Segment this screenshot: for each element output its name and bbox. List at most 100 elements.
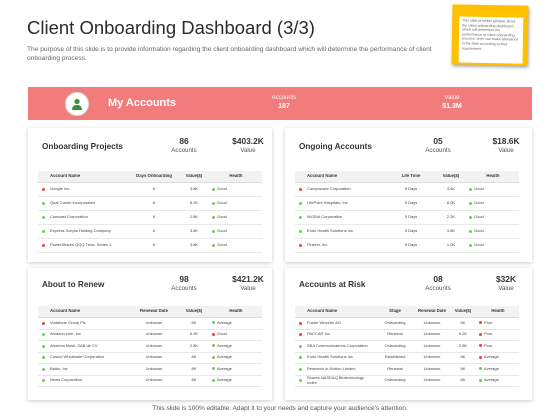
column-header[interactable]: Stage [389,309,401,314]
health-status: Good [467,215,519,220]
table-row[interactable]: NVIDIA Corporation 5 Days 2.2K Good [295,211,519,225]
status-dot-icon [295,188,305,191]
health-label: Good [217,187,227,192]
status-dot [298,216,302,219]
table-row[interactable]: Google Inc. 6 3.8K Good [38,183,262,197]
health-dot-icon [212,215,215,219]
table-row[interactable]: Baidu, Inc Unknown 8K Average [38,364,262,376]
account-name: LifePoint Hospitals, Inc [307,201,348,206]
column-header[interactable]: Value($) [442,174,460,179]
account-name: Baidu, Inc [50,366,68,371]
table-cell: 8.2K [189,201,199,206]
health-dot-icon [212,201,215,205]
account-name: Amazon.com, Inc [50,332,81,337]
table-cell: Unknown [423,320,441,325]
status-dot-icon [295,379,305,383]
my-accounts-banner [28,87,532,120]
table-row[interactable]: Amazon.com, Inc Unknown 6.2K Good [38,330,262,341]
table-row[interactable]: Qual Comm Incorporated 6 8.2K Good [38,197,262,211]
table-row[interactable]: Shares NASDAQ Biotechnology Index Onboard… [295,376,519,387]
status-dot [41,356,45,360]
column-header[interactable]: Account Name [50,174,81,179]
table-row[interactable]: Research in Motion Limited Renewal Unknown… [295,364,519,376]
column-header[interactable]: Days Onboarding [136,174,172,179]
account-name: Qual Comm Incorporated [50,201,95,206]
column-header[interactable]: Value($) [185,174,203,179]
kpi-label: Value [498,285,514,292]
ongoing-table: Account Name Life Time Value($) Health Compu… [295,171,519,253]
table-row[interactable]: Endo Health Solutions Inc Established Unkn… [295,353,519,364]
status-dot [298,367,302,371]
column-header[interactable]: Value($) [454,309,472,314]
column-header[interactable]: Life Time [401,174,421,179]
health-dot-icon [469,187,472,191]
table-row[interactable]: Vodafone Group Plc Unknown 8K Average [38,318,262,330]
table-row[interactable]: Foster Wheeler AG Onboarding Unknown 8K Poor [295,318,519,330]
banner-title: My Accounts [108,97,177,109]
health-status: Average [210,321,262,326]
column-header[interactable]: Renewal Date [418,309,446,314]
table-row[interactable]: Costco Wholesale Corporation Unknown 8K Ave… [38,353,262,364]
table-row[interactable]: LifePoint Hospitals, Inc 5 Days 8.0K Good [295,197,519,211]
health-dot-icon [469,229,472,233]
kpi-label: Accounts [171,285,197,292]
kpi-number: 98 [179,274,189,284]
risk-table: Account Name Stage Renewal Date Value($) Hea… [295,306,519,387]
account-name: Finserv, Inc [307,243,328,248]
health-status: Good [210,243,262,248]
column-header[interactable]: Account Name [307,309,338,314]
column-header[interactable]: Value($) [185,309,203,314]
kpi-label: Accounts [425,147,451,154]
column-header[interactable]: Renewal Date [140,309,168,314]
column-header[interactable]: Health [229,174,243,179]
status-dot [298,356,302,360]
account-name: NVIDIA Corporation [307,215,343,220]
column-header[interactable]: Account Name [50,309,81,314]
table-row[interactable]: PowerShares QQQ Trust, Series 1 6 3.8K Good [38,239,262,253]
table-cell: 5 Days [404,201,418,206]
health-dot-icon [469,243,472,247]
banner-value-stat: Value $1.3M [430,95,474,110]
table-row[interactable]: Express Scripts Holding Company 6 3.8K Good [38,225,262,239]
table-cell: 5 Days [404,229,418,234]
banner-accounts-label: Accounts [271,95,297,101]
kpi-label: Accounts [171,147,197,154]
table-cell: Unknown [145,332,163,337]
health-label: Good [474,229,484,234]
table-row[interactable]: Finserv, Inc 5 Days 1.0K Good [295,239,519,253]
health-dot-icon [479,321,482,325]
table-cell: 2.2K [446,215,456,220]
table-cell: Established [384,355,406,360]
table-row[interactable]: Comcast Corporation 6 2.8K Good [38,211,262,225]
table-row[interactable]: PACCAR Inc Renewal Unknown 6.2K Poor [295,330,519,341]
health-label: Average [217,320,232,325]
onboarding-projects-card: Onboarding Projects 86 Accounts $403.2K … [28,128,272,262]
status-dot-icon [295,367,305,371]
status-dot [298,188,302,191]
health-status: Average [477,378,519,383]
health-status: Average [210,367,262,372]
card-title: Accounts at Risk [299,280,366,289]
health-label: Poor [484,332,493,337]
table-row[interactable]: SBA Communications Corporation Onboarding… [295,341,519,353]
table-row[interactable]: Compuware Corporation 5 Days 3.4K Good [295,183,519,197]
health-label: Average [217,355,232,360]
status-dot-icon [38,202,48,205]
health-status: Average [477,355,519,360]
table-row[interactable]: News Corporation Unknown 8K Average [38,376,262,387]
health-dot-icon [212,367,215,371]
account-name: Express Scripts Holding Company [50,229,111,234]
table-row[interactable]: Endo Health Solutions Inc 5 Days 3.8K Good [295,225,519,239]
table-cell: Unknown [423,355,441,360]
table-row[interactable]: America Movil, SAB de CV Unknown 2.8K Avera… [38,341,262,353]
table-cell: 8K [460,320,466,325]
health-status: Good [210,187,262,192]
column-header[interactable]: Health [229,309,243,314]
table-cell: Unknown [423,366,441,371]
status-dot-icon [295,202,305,205]
status-dot-icon [295,230,305,233]
health-label: Average [484,366,499,371]
column-header[interactable]: Health [491,309,505,314]
column-header[interactable]: Account Name [307,174,338,179]
column-header[interactable]: Health [486,174,500,179]
